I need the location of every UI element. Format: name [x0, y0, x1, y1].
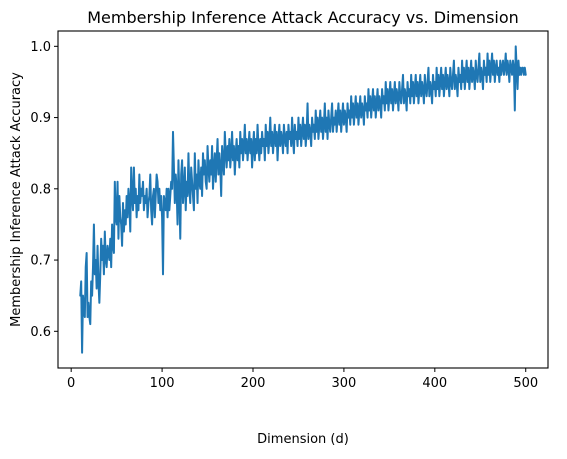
- y-tick-label: 0.9: [30, 111, 51, 126]
- y-axis-ticks: 0.6 0.7 0.8 0.9 1.0: [30, 40, 58, 340]
- chart-title: Membership Inference Attack Accuracy vs.…: [87, 8, 519, 27]
- x-tick-label: 200: [241, 376, 266, 391]
- x-tick-label: 100: [150, 376, 175, 391]
- y-tick-label: 1.0: [30, 40, 51, 55]
- y-tick-label: 0.7: [30, 254, 51, 269]
- plot-frame: [57, 30, 549, 369]
- x-tick-label: 400: [422, 376, 447, 391]
- x-axis-ticks: 0 100 200 300 400 500: [67, 368, 538, 391]
- series-line: [79, 45, 527, 354]
- y-tick-label: 0.8: [30, 182, 51, 197]
- y-tick-label: 0.6: [30, 325, 51, 340]
- x-tick-label: 500: [513, 376, 538, 391]
- x-tick-label: 300: [331, 376, 356, 391]
- x-axis-label: Dimension (d): [257, 432, 349, 447]
- y-axis-label: Membership Inference Attack Accuracy: [9, 72, 24, 327]
- x-tick-label: 0: [67, 376, 75, 391]
